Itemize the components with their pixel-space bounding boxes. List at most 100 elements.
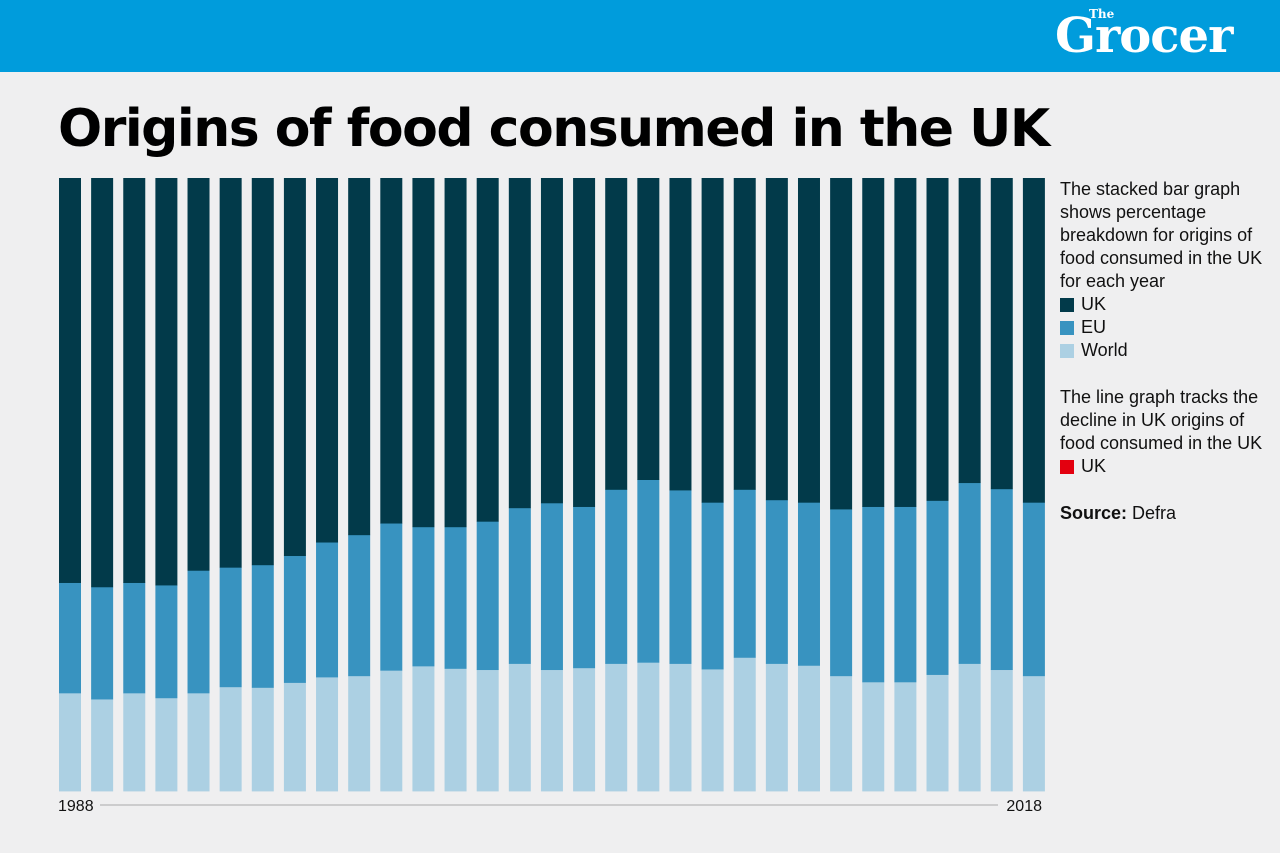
- bar-world-2010: [765, 663, 788, 792]
- legend-label-line-uk: UK: [1081, 456, 1107, 476]
- bar-world-2011: [797, 665, 820, 792]
- bar-uk-2017: [990, 178, 1013, 490]
- bar-eu-1993: [219, 567, 242, 688]
- brand-logo[interactable]: Grocer: [1055, 8, 1233, 64]
- bar-uk-2010: [765, 178, 788, 501]
- bar-world-2009: [733, 657, 756, 792]
- bar-uk-2007: [669, 178, 692, 491]
- bar-uk-2011: [797, 178, 820, 503]
- bar-eu-2005: [605, 489, 628, 664]
- bar-world-2007: [669, 663, 692, 792]
- bar-world-1990: [123, 692, 146, 792]
- bar-eu-2009: [733, 489, 756, 658]
- bar-eu-2018: [1022, 502, 1045, 677]
- bar-world-2013: [862, 681, 885, 792]
- legend-label-eu: EU: [1081, 317, 1107, 337]
- bar-eu-2014: [894, 506, 917, 683]
- bar-world-2015: [926, 674, 949, 792]
- bar-uk-1995: [283, 178, 306, 557]
- bar-world-2008: [701, 669, 724, 792]
- bar-uk-1992: [187, 178, 210, 571]
- bar-world-2005: [605, 663, 628, 792]
- bar-eu-2013: [862, 506, 885, 683]
- bar-eu-2002: [508, 507, 531, 664]
- bar-uk-1990: [123, 178, 146, 583]
- brand-the: The: [1089, 7, 1115, 21]
- bar-eu-1988: [59, 582, 81, 694]
- bar-uk-1998: [380, 178, 403, 524]
- legend-label-world: World: [1081, 340, 1128, 360]
- bar-world-2014: [894, 681, 917, 792]
- bar-eu-1997: [348, 534, 371, 677]
- bar-eu-1996: [316, 542, 339, 678]
- bar-uk-1991: [155, 178, 178, 586]
- bar-world-1997: [348, 675, 371, 792]
- bar-world-1991: [155, 697, 178, 792]
- bar-eu-2001: [476, 521, 499, 671]
- bar-uk-2014: [894, 178, 917, 507]
- bar-uk-2004: [573, 178, 596, 507]
- source-value: Defra: [1132, 503, 1177, 523]
- bar-uk-1989: [91, 178, 114, 588]
- bar-eu-1994: [251, 564, 274, 688]
- legend-label-uk: UK: [1081, 294, 1107, 314]
- bar-eu-1991: [155, 585, 178, 699]
- legend-item-world: World: [1060, 339, 1270, 362]
- x-axis-end-label: 2018: [1006, 798, 1042, 815]
- bar-world-2003: [540, 669, 563, 792]
- bar-eu-2004: [573, 506, 596, 669]
- bar-world-2006: [637, 662, 660, 792]
- bar-uk-2015: [926, 178, 949, 501]
- legend-item-line-uk: UK: [1060, 455, 1270, 478]
- bar-world-2016: [958, 663, 981, 792]
- bar-world-2002: [508, 663, 531, 792]
- bar-world-1996: [316, 676, 339, 792]
- legend-swatch-world: [1060, 343, 1074, 358]
- bar-world-2017: [990, 669, 1013, 792]
- bar-world-2018: [1022, 675, 1045, 792]
- bar-uk-1993: [219, 178, 242, 568]
- header-bar: The Grocer: [0, 0, 1280, 72]
- legend-swatch-eu: [1060, 320, 1074, 335]
- bar-eu-2016: [958, 482, 981, 664]
- bar-world-1992: [187, 692, 210, 792]
- bar-uk-1988: [59, 178, 81, 583]
- bar-eu-2003: [540, 502, 563, 671]
- bar-eu-2007: [669, 490, 692, 664]
- legend-item-eu: EU: [1060, 316, 1270, 339]
- source-note: Source: Defra: [1060, 502, 1270, 525]
- bar-uk-1997: [348, 178, 371, 536]
- bar-eu-2012: [830, 509, 853, 677]
- bar-world-1993: [219, 686, 242, 792]
- bar-world-1995: [283, 682, 306, 792]
- source-label: Source:: [1060, 503, 1128, 523]
- legend-panel: The stacked bar graph shows percentage b…: [1060, 178, 1270, 525]
- bar-uk-1996: [316, 178, 339, 543]
- legend-line-description: The line graph tracks the decline in UK …: [1060, 387, 1263, 453]
- bar-world-1998: [380, 670, 403, 792]
- bar-world-2004: [573, 667, 596, 792]
- chart-title: Origins of food consumed in the UK: [58, 99, 1050, 159]
- legend-bar-description: The stacked bar graph shows percentage b…: [1060, 179, 1263, 291]
- legend-item-uk: UK: [1060, 293, 1270, 316]
- bar-world-2001: [476, 669, 499, 792]
- bar-uk-2008: [701, 178, 724, 503]
- bar-world-2000: [444, 668, 467, 792]
- bar-uk-2013: [862, 178, 885, 507]
- bar-eu-1995: [283, 555, 306, 683]
- bar-uk-2002: [508, 178, 531, 509]
- bar-uk-2005: [605, 178, 628, 490]
- bar-eu-2010: [765, 499, 788, 664]
- bar-eu-2000: [444, 526, 467, 669]
- bar-uk-2018: [1022, 178, 1045, 503]
- bar-world-1994: [251, 687, 274, 792]
- bar-uk-2012: [830, 178, 853, 510]
- bar-uk-2009: [733, 178, 756, 490]
- bar-world-1999: [412, 665, 435, 792]
- bar-eu-1998: [380, 523, 403, 671]
- bar-eu-2006: [637, 479, 660, 663]
- bar-world-2012: [830, 675, 853, 792]
- bar-eu-1990: [123, 582, 146, 694]
- bar-world-1989: [91, 699, 114, 792]
